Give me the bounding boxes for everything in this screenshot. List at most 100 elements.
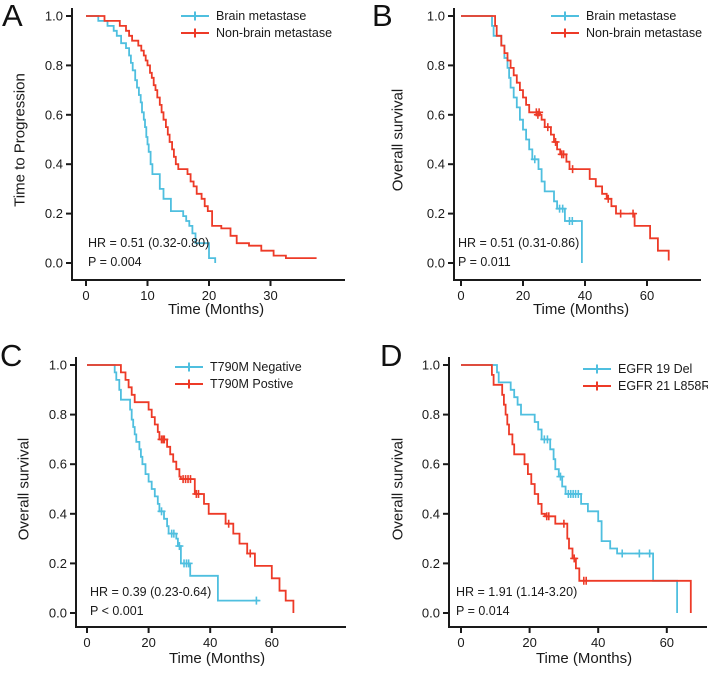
panel-label: A (2, 0, 23, 33)
legend: EGFR 19 Del EGFR 21 L858R (582, 361, 708, 393)
p-value-text: P < 0.001 (90, 604, 144, 618)
panel-label: B (372, 0, 393, 33)
km-plot-A: 0.0 0.2 0.4 0.6 0.8 1.0 0 10 20 30 (45, 8, 345, 303)
y-axis-title: Overall survival (389, 88, 407, 192)
y-axis-title: Overall survival (15, 437, 33, 541)
p-value-text: P = 0.014 (456, 604, 510, 618)
km-legend-marker (583, 364, 611, 373)
legend: T790M Negative T790M Postive (174, 359, 302, 391)
svg-text:10: 10 (140, 288, 154, 303)
legend-item: T790M Negative (174, 359, 302, 374)
hazard-ratio-text: HR = 1.91 (1.14-3.20) (456, 585, 578, 599)
svg-text:0.2: 0.2 (427, 206, 445, 221)
svg-text:40: 40 (578, 288, 592, 303)
y-axis-title: Time to Progression (11, 73, 29, 207)
stats-annotation: HR = 0.51 (0.32-0.80) P = 0.004 (88, 234, 209, 272)
svg-text:0: 0 (457, 288, 464, 303)
svg-text:0.2: 0.2 (45, 206, 63, 221)
p-value-text: P = 0.004 (88, 255, 142, 269)
km-legend-marker (181, 28, 209, 37)
svg-text:40: 40 (591, 635, 605, 650)
legend-label: Brain metastase (216, 8, 307, 23)
hazard-ratio-text: HR = 0.39 (0.23-0.64) (90, 585, 212, 599)
svg-text:40: 40 (203, 635, 217, 650)
svg-text:0.6: 0.6 (49, 457, 67, 472)
legend-item: Non-brain metastase (180, 25, 332, 40)
legend: Brain metastase Non-brain metastase (550, 8, 702, 40)
hazard-ratio-text: HR = 0.51 (0.31-0.86) (458, 236, 580, 250)
svg-text:0: 0 (457, 635, 464, 650)
svg-text:0.0: 0.0 (427, 256, 445, 271)
svg-text:0.6: 0.6 (422, 457, 440, 472)
legend-item: Non-brain metastase (550, 25, 702, 40)
svg-text:0.2: 0.2 (49, 556, 67, 571)
km-plot-B: 0.0 0.2 0.4 0.6 0.8 1.0 0 20 40 60 (427, 8, 701, 303)
km-legend-marker (583, 381, 611, 390)
svg-text:1.0: 1.0 (49, 358, 67, 373)
km-plot-D: 0.0 0.2 0.4 0.6 0.8 1.0 0 20 40 60 (422, 357, 707, 650)
svg-text:0.0: 0.0 (49, 606, 67, 621)
hazard-ratio-text: HR = 0.51 (0.32-0.80) (88, 236, 210, 250)
km-legend-marker (551, 28, 579, 37)
x-axis-title: Time (Months) (535, 650, 633, 667)
svg-text:0.8: 0.8 (49, 407, 67, 422)
stats-annotation: HR = 0.51 (0.31-0.86) P = 0.011 (458, 234, 579, 272)
panel-label: D (380, 338, 403, 373)
legend-label: Brain metastase (586, 8, 677, 23)
legend-label: Non-brain metastase (586, 25, 703, 40)
legend-item: Brain metastase (180, 8, 332, 23)
svg-text:60: 60 (265, 635, 279, 650)
km-legend-marker (551, 11, 579, 20)
legend-item: EGFR 19 Del (582, 361, 708, 376)
legend-label: T790M Postive (210, 376, 294, 391)
svg-text:0.2: 0.2 (422, 556, 440, 571)
legend: Brain metastase Non-brain metastase (180, 8, 332, 40)
panel-a: 0.0 0.2 0.4 0.6 0.8 1.0 0 10 20 30 A Time to Prog… (0, 0, 354, 337)
svg-text:0.8: 0.8 (427, 58, 445, 73)
svg-text:0.8: 0.8 (45, 58, 63, 73)
legend-item: EGFR 21 L858R (582, 378, 708, 393)
km-legend-marker (181, 11, 209, 20)
km-legend-marker (175, 362, 203, 371)
x-axis-title: Time (Months) (168, 650, 266, 667)
stats-annotation: HR = 0.39 (0.23-0.64) P < 0.001 (90, 583, 211, 621)
svg-text:0.4: 0.4 (422, 506, 440, 521)
legend-label: T790M Negative (210, 359, 302, 374)
svg-text:20: 20 (522, 635, 536, 650)
svg-text:0: 0 (83, 635, 90, 650)
svg-text:1.0: 1.0 (45, 9, 63, 24)
svg-text:60: 60 (640, 288, 654, 303)
legend-label: EGFR 19 Del (618, 361, 693, 376)
svg-text:0.0: 0.0 (45, 256, 63, 271)
svg-text:0.0: 0.0 (422, 606, 440, 621)
svg-text:1.0: 1.0 (422, 358, 440, 373)
svg-text:20: 20 (141, 635, 155, 650)
panel-d: 0.0 0.2 0.4 0.6 0.8 1.0 0 20 40 60 D Overall surv… (354, 337, 708, 675)
legend-label: Non-brain metastase (216, 25, 333, 40)
km-legend-marker (175, 379, 203, 388)
svg-text:0.4: 0.4 (427, 157, 445, 172)
stats-annotation: HR = 1.91 (1.14-3.20) P = 0.014 (456, 583, 577, 621)
svg-text:0.4: 0.4 (45, 157, 63, 172)
svg-text:0.6: 0.6 (45, 107, 63, 122)
svg-text:20: 20 (516, 288, 530, 303)
svg-text:0.8: 0.8 (422, 407, 440, 422)
legend-item: Brain metastase (550, 8, 702, 23)
p-value-text: P = 0.011 (458, 255, 511, 269)
svg-text:1.0: 1.0 (427, 9, 445, 24)
panel-c: 0.0 0.2 0.4 0.6 0.8 1.0 0 20 40 60 C Overall surv… (0, 337, 354, 675)
svg-text:0.6: 0.6 (427, 107, 445, 122)
panel-b: 0.0 0.2 0.4 0.6 0.8 1.0 0 20 40 60 B Overall surv… (354, 0, 708, 337)
legend-item: T790M Postive (174, 376, 302, 391)
panel-label: C (0, 338, 23, 373)
svg-text:0: 0 (82, 288, 89, 303)
svg-text:0.4: 0.4 (49, 506, 67, 521)
km-plot-C: 0.0 0.2 0.4 0.6 0.8 1.0 0 20 40 60 (49, 357, 346, 650)
x-axis-title: Time (Months) (167, 301, 265, 318)
legend-label: EGFR 21 L858R (618, 378, 708, 393)
svg-text:30: 30 (263, 288, 277, 303)
svg-text:60: 60 (660, 635, 674, 650)
y-axis-title: Overall survival (389, 437, 407, 541)
x-axis-title: Time (Months) (532, 301, 630, 318)
